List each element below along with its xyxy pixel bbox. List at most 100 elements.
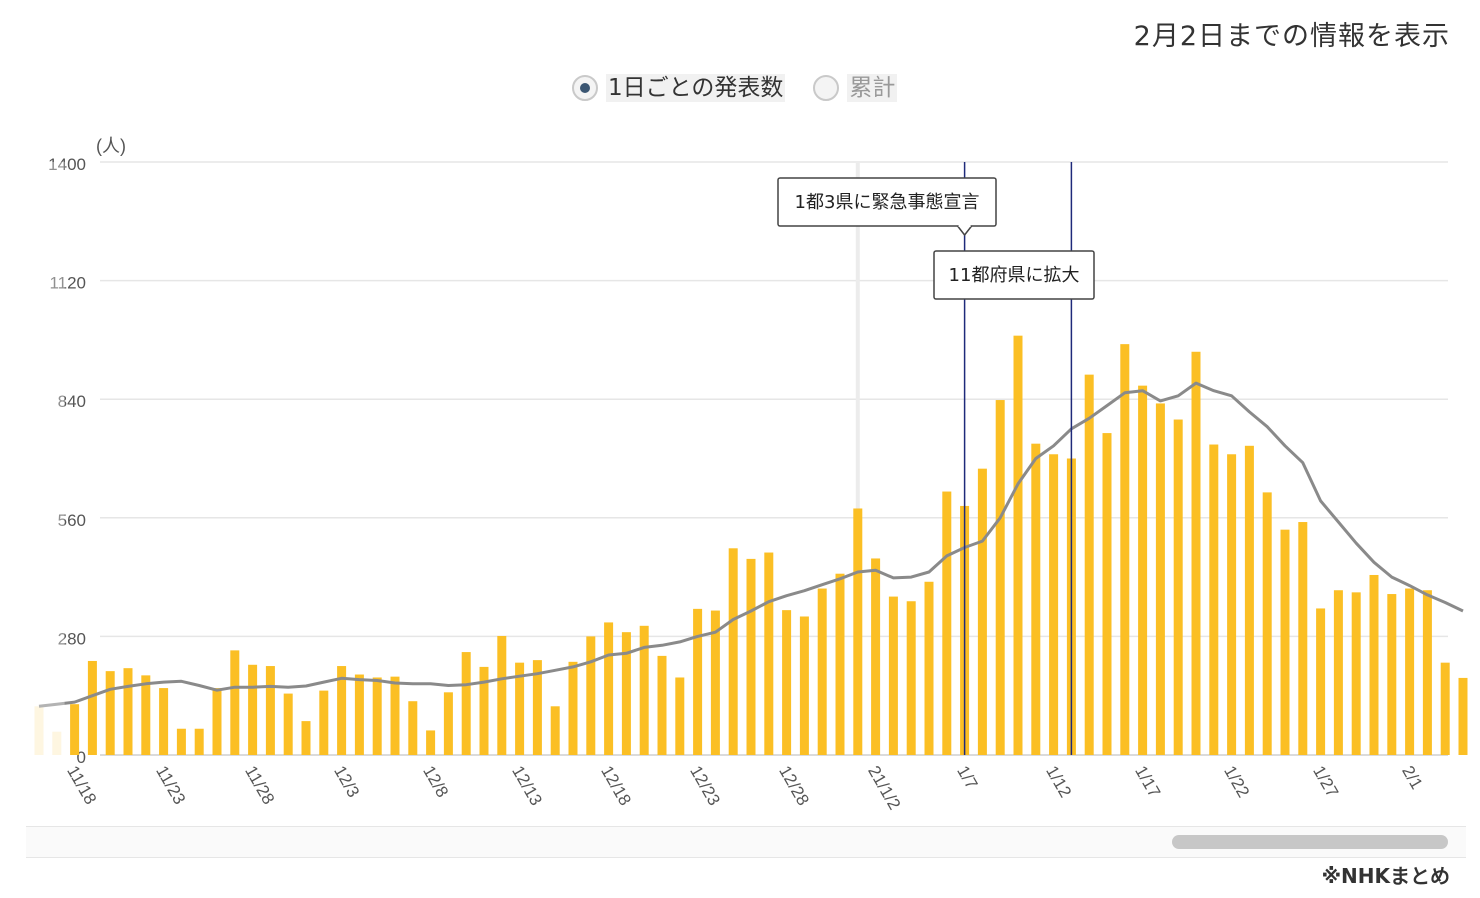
radio-selected-dot — [580, 83, 590, 93]
chart-bar — [283, 693, 293, 755]
daily-count-label: 1日ごとの発表数 — [606, 74, 786, 102]
chart-bar — [1333, 590, 1343, 755]
chart-bar — [461, 652, 471, 755]
chart-bar — [621, 632, 631, 755]
chart-bar — [1405, 588, 1415, 755]
chart-bar — [604, 622, 614, 755]
chart-bar — [657, 655, 667, 755]
event-callout-box — [933, 250, 1095, 300]
chart-bar — [568, 661, 578, 755]
chart-bar — [390, 676, 400, 755]
chart-bar — [159, 688, 169, 755]
x-tick-label: 12/8 — [419, 763, 452, 801]
event-callout-label: 11都府県に拡大 — [949, 265, 1080, 286]
chart-bar — [995, 400, 1005, 755]
chart-bar — [1262, 492, 1272, 755]
chart-bar — [372, 677, 382, 755]
chart-bar — [408, 701, 418, 755]
chart-bar — [479, 666, 489, 755]
chart-bar — [1120, 344, 1130, 755]
chart-bar — [1227, 454, 1237, 755]
source-note: ※NHKまとめ — [1321, 864, 1450, 888]
chart-bar — [764, 552, 774, 755]
chart-bar — [532, 660, 542, 755]
chart-bar — [1084, 374, 1094, 755]
x-tick-label: 11/18 — [63, 763, 100, 808]
chart-bar — [977, 468, 987, 755]
chart-bar — [1209, 444, 1219, 755]
chart-bar — [141, 675, 151, 755]
x-tick-label: 12/23 — [686, 763, 724, 809]
chart-bar — [1387, 594, 1397, 755]
chart-bar — [1298, 522, 1308, 755]
y-tick-label: 1120 — [49, 274, 86, 293]
x-tick-label: 12/18 — [597, 763, 635, 809]
chart-bar — [675, 677, 685, 755]
chart-bar — [52, 731, 62, 755]
chart-bar — [176, 728, 186, 755]
chart-bar — [782, 610, 792, 755]
chart-bar — [942, 491, 952, 755]
x-tick-label: 12/13 — [508, 763, 546, 809]
chart-bar — [1351, 592, 1361, 755]
average-line — [38, 381, 1464, 708]
highlight-day-band — [855, 162, 860, 755]
x-tick-label: 11/28 — [241, 763, 278, 808]
chart-bar — [1049, 454, 1059, 755]
chart-bar — [1369, 574, 1379, 755]
view-mode-toggle: 1日ごとの発表数 累計 — [572, 74, 898, 102]
chart-scrollbar-thumb[interactable] — [1172, 835, 1448, 849]
x-tick-label: 21/1/2 — [864, 763, 904, 813]
chart-bar — [1440, 662, 1450, 755]
chart-bar — [1280, 529, 1290, 755]
x-tick-label: 1/12 — [1042, 763, 1075, 801]
chart-bar — [693, 608, 703, 755]
daily-count-option[interactable]: 1日ごとの発表数 — [572, 74, 786, 102]
chart-bar — [924, 581, 934, 755]
chart-bar — [586, 636, 596, 755]
cumulative-radio[interactable] — [813, 75, 840, 101]
chart-bar — [1458, 677, 1468, 755]
chart-bar — [639, 625, 649, 755]
chart-bar — [728, 548, 738, 755]
chart-bar — [799, 616, 809, 755]
cumulative-option[interactable]: 累計 — [813, 74, 898, 102]
chart-bar — [70, 704, 80, 755]
chart-bar — [1031, 443, 1041, 755]
chart-bar — [123, 668, 133, 755]
y-axis-unit: (人) — [96, 136, 126, 156]
x-tick-label: 11/23 — [152, 763, 189, 808]
event-callout-label: 1都3県に緊急事態宣言 — [795, 192, 980, 213]
y-tick-label: 1400 — [48, 155, 86, 174]
x-tick-label: 2/1 — [1398, 763, 1426, 793]
chart-bar — [888, 596, 898, 755]
chart-bar — [853, 508, 863, 755]
chart-bar — [1013, 335, 1023, 755]
callout-pointer — [957, 225, 973, 237]
chart-bar — [746, 558, 756, 755]
chart-bar — [426, 730, 436, 755]
chart-bar — [497, 635, 507, 755]
chart-bar — [194, 728, 204, 755]
chart-bar — [1316, 608, 1326, 755]
chart-bar — [1191, 351, 1201, 755]
chart-bar — [871, 558, 881, 755]
x-tick-label: 12/28 — [775, 763, 813, 809]
chart-bar — [265, 666, 275, 755]
chart-bar — [1102, 433, 1112, 755]
chart-bar — [1173, 419, 1183, 755]
y-tick-label: 840 — [58, 392, 86, 411]
event-callout-box — [777, 177, 997, 227]
chart-bar — [34, 706, 44, 755]
chart-bar — [1138, 385, 1148, 755]
display-period-note: 2月2日までの情報を表示 — [1133, 21, 1450, 52]
chart-bar — [301, 721, 311, 755]
chart-bar — [319, 690, 329, 755]
chart-bar — [710, 610, 720, 755]
chart-bar — [354, 674, 364, 755]
daily-count-radio[interactable] — [572, 75, 598, 101]
y-tick-label: 0 — [77, 748, 86, 767]
chart-bar — [515, 662, 525, 755]
chart-bar — [1244, 445, 1254, 755]
